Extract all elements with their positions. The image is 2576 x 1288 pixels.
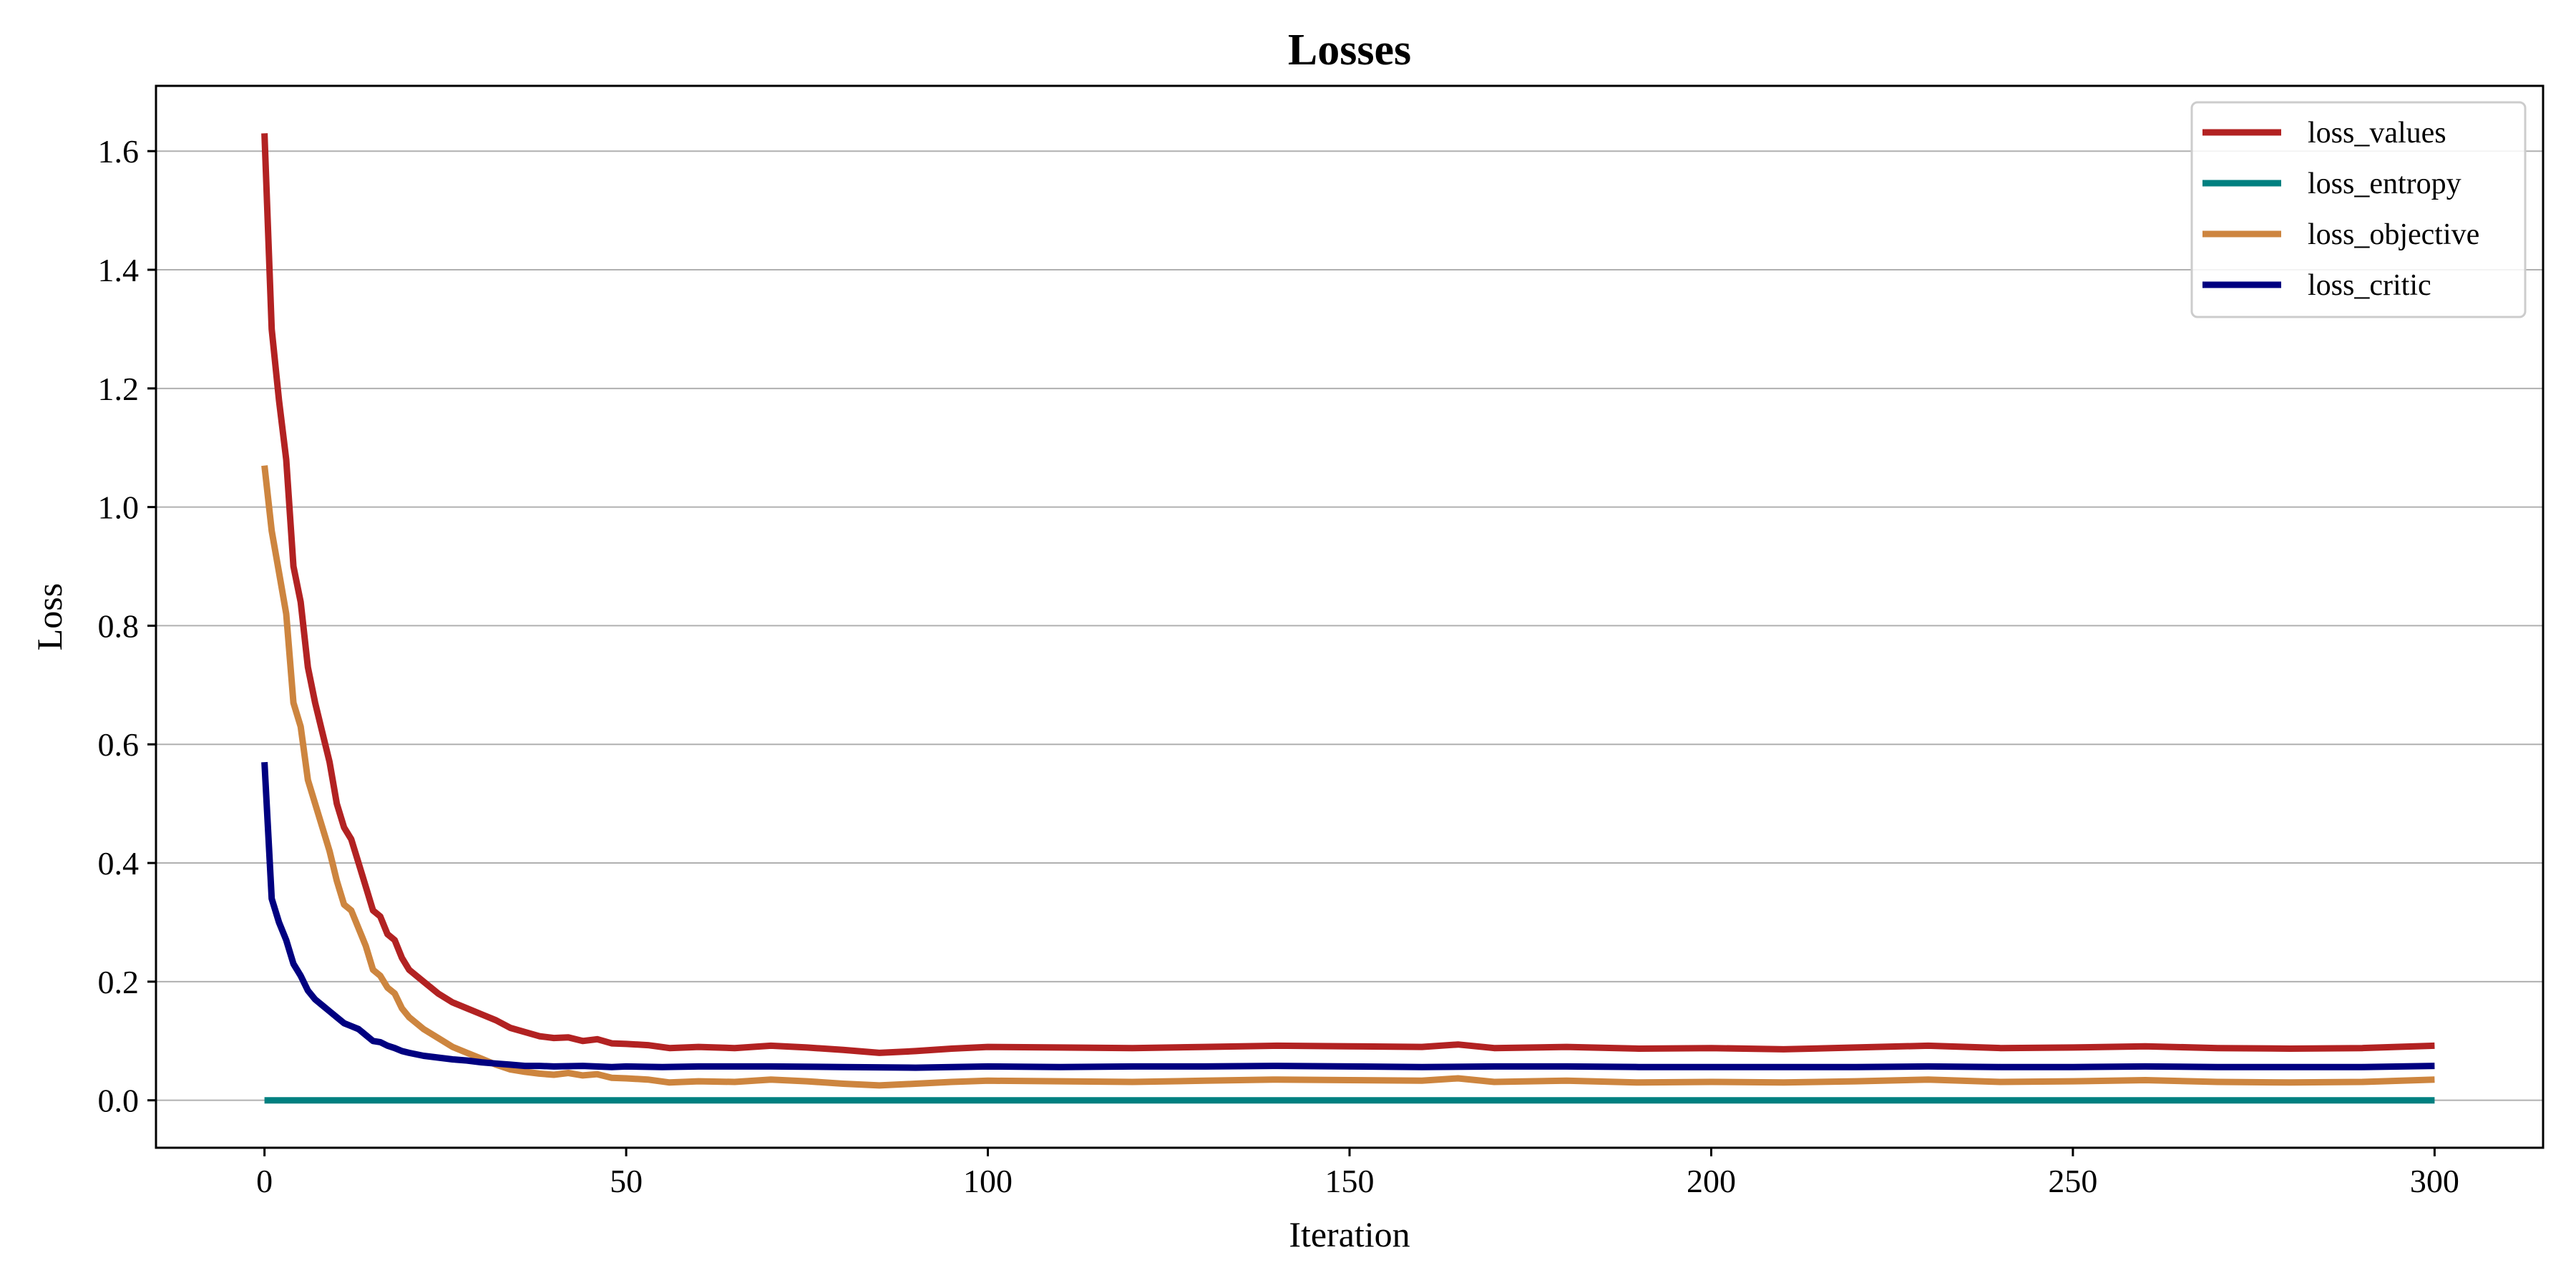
x-tick-label: 300 xyxy=(2410,1163,2459,1199)
y-tick-label: 0.8 xyxy=(98,608,140,644)
y-axis-label: Loss xyxy=(29,583,69,650)
legend-label-loss_critic: loss_critic xyxy=(2308,269,2431,302)
y-axis: 0.0 0.2 0.4 0.6 0.8 1.0 1.2 1.4 1.6 xyxy=(98,133,156,1119)
y-tick-label: 0.0 xyxy=(98,1083,140,1119)
legend-label-loss_entropy: loss_entropy xyxy=(2308,167,2462,200)
legend: loss_values loss_entropy loss_objectivelos… xyxy=(2190,101,2527,318)
series-line-loss_critic xyxy=(261,761,2435,1071)
x-tick-label: 0 xyxy=(256,1163,273,1199)
x-tick-label: 50 xyxy=(610,1163,643,1199)
x-tick-label: 200 xyxy=(1687,1163,1736,1199)
gridlines xyxy=(156,150,2543,1101)
series-layer xyxy=(261,133,2435,1104)
y-tick-label: 1.4 xyxy=(98,252,140,288)
y-tick-label: 0.2 xyxy=(98,964,140,1000)
y-tick-label: 1.6 xyxy=(98,133,140,170)
y-tick-label: 0.4 xyxy=(98,845,140,882)
series-line-loss_objective xyxy=(261,465,2435,1089)
legend-box xyxy=(2190,101,2527,318)
legend-label-loss_objective: loss_objective xyxy=(2308,218,2479,251)
y-tick-label: 0.6 xyxy=(98,726,140,763)
x-tick-label: 250 xyxy=(2048,1163,2097,1199)
x-axis: 0 50 100 150 200 250 300 xyxy=(256,1148,2459,1199)
y-tick-label: 1.2 xyxy=(98,371,140,407)
y-tick-label: 1.0 xyxy=(98,489,140,526)
legend-label-loss_values: loss_values xyxy=(2308,117,2446,150)
x-tick-label: 100 xyxy=(963,1163,1013,1199)
x-axis-label: Iteration xyxy=(1289,1214,1410,1254)
x-tick-label: 150 xyxy=(1325,1163,1375,1199)
series-line-loss_values xyxy=(261,133,2435,1056)
chart-title: Losses xyxy=(1288,26,1411,74)
